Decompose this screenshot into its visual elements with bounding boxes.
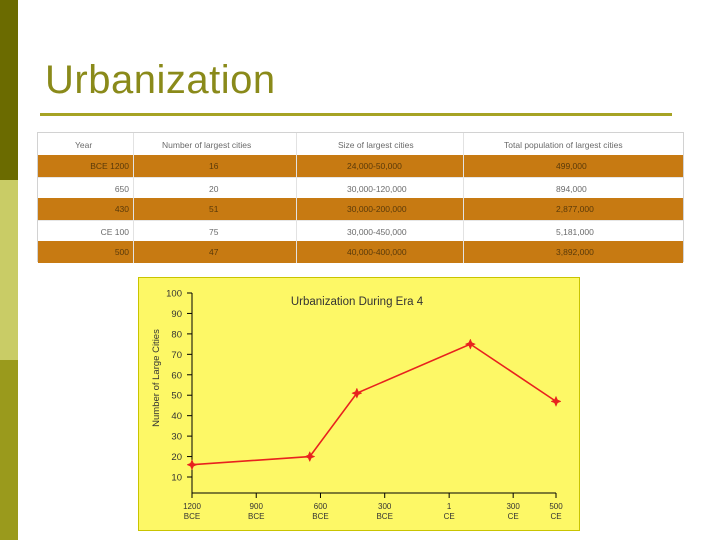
table-cell: 500: [38, 241, 134, 263]
y-tick-label: 50: [171, 391, 182, 402]
table-row: BCE 1200 16 24,000-50,000 499,000: [38, 155, 683, 177]
table-header-row: Year Number of largest cities Size of la…: [38, 133, 683, 155]
table-cell: 650: [38, 177, 134, 198]
y-tick-label: 100: [166, 289, 182, 300]
x-tick-label: 600 BCE: [312, 502, 328, 521]
data-point-marker: [550, 395, 562, 407]
table-cell: 30,000-200,000: [297, 198, 464, 220]
cell-year: 430: [114, 204, 129, 214]
table-cell: 30,000-120,000: [297, 177, 464, 198]
cell-size: 30,000-450,000: [347, 226, 407, 237]
table-cell: CE 100: [38, 220, 134, 241]
table-cell: 499,000: [464, 155, 683, 177]
header-total-population: Total population of largest cities: [504, 140, 623, 150]
y-tick-label: 40: [171, 411, 182, 422]
series-line: [191, 343, 557, 466]
table-cell: 30,000-450,000: [297, 220, 464, 241]
cell-year: CE 100: [100, 226, 129, 237]
cell-number: 75: [209, 226, 219, 237]
table-cell: 3,892,000: [464, 241, 683, 263]
header-cell: Number of largest cities: [134, 133, 297, 155]
cell-number: 16: [209, 161, 219, 171]
table-cell: 51: [134, 198, 297, 220]
data-table: Year Number of largest cities Size of la…: [37, 132, 684, 263]
y-tick-label: 60: [171, 370, 182, 381]
cell-year: 500: [114, 247, 129, 257]
x-tick-label: 900 BCE: [248, 502, 264, 521]
x-tick-label: 300 BCE: [376, 502, 392, 521]
header-cell: Year: [38, 133, 134, 155]
table-cell: 75: [134, 220, 297, 241]
header-cell: Size of largest cities: [297, 133, 464, 155]
table-row: 430 51 30,000-200,000 2,877,000: [38, 198, 683, 220]
table-row: 500 47 40,000-400,000 3,892,000: [38, 241, 683, 263]
cell-year: BCE 1200: [90, 161, 129, 171]
x-tick-label: 1 CE: [444, 502, 455, 521]
cell-population: 894,000: [556, 183, 587, 194]
decorative-sidebar: [0, 0, 18, 540]
x-tick-label: 500 CE: [549, 502, 563, 521]
sidebar-segment-mid: [0, 360, 18, 540]
sidebar-segment-dark: [0, 0, 18, 180]
header-size-of-cities: Size of largest cities: [338, 140, 414, 150]
cell-size: 24,000-50,000: [347, 161, 402, 171]
table-cell: 5,181,000: [464, 221, 683, 242]
table-cell: 894,000: [464, 178, 683, 199]
y-axis-label: Number of Large Cities: [151, 329, 162, 427]
table-cell: 16: [134, 155, 297, 177]
data-point-marker: [351, 387, 363, 399]
y-tick-label: 30: [171, 432, 182, 443]
cell-number: 51: [209, 204, 219, 214]
table-row: CE 100 75 30,000-450,000 5,181,000: [38, 219, 683, 242]
y-tick-label: 20: [171, 452, 182, 463]
y-tick-label: 10: [171, 473, 182, 484]
cell-population: 499,000: [556, 161, 587, 171]
line-chart: Urbanization During Era 4 Number of Larg…: [138, 277, 580, 531]
cell-year: 650: [114, 183, 129, 194]
cell-population: 5,181,000: [556, 226, 594, 237]
table-cell: 24,000-50,000: [297, 155, 464, 177]
table-cell: 20: [134, 177, 297, 198]
data-point-marker: [186, 459, 198, 471]
cell-size: 40,000-400,000: [347, 247, 407, 257]
y-tick-label: 70: [171, 350, 182, 361]
sidebar-segment-light: [0, 180, 18, 360]
header-cell: Total population of largest cities: [464, 133, 683, 155]
data-point-marker: [304, 450, 316, 463]
header-number-of-cities: Number of largest cities: [162, 140, 252, 150]
table-cell: 2,877,000: [464, 198, 683, 220]
cell-number: 47: [209, 247, 219, 257]
title-underline: [40, 113, 672, 116]
table-row: 650 20 30,000-120,000 894,000: [38, 176, 683, 199]
table-cell: 47: [134, 241, 297, 263]
y-tick-label: 90: [171, 309, 182, 320]
cell-size: 30,000-200,000: [347, 204, 407, 214]
slide-title: Urbanization: [45, 58, 276, 102]
cell-number: 20: [209, 183, 219, 194]
cell-population: 2,877,000: [556, 204, 594, 214]
x-tick-label: 1200 BCE: [183, 502, 201, 521]
x-tick-label: 300 CE: [506, 502, 520, 521]
y-tick-label: 80: [171, 329, 182, 340]
table-cell: BCE 1200: [38, 155, 134, 177]
cell-population: 3,892,000: [556, 247, 594, 257]
chart-svg: Urbanization During Era 4 Number of Larg…: [151, 289, 563, 522]
chart-title: Urbanization During Era 4: [291, 296, 424, 308]
cell-size: 30,000-120,000: [347, 183, 407, 194]
data-point-marker: [464, 338, 476, 350]
header-year: Year: [75, 140, 93, 150]
table-cell: 430: [38, 198, 134, 220]
table-cell: 40,000-400,000: [297, 241, 464, 263]
